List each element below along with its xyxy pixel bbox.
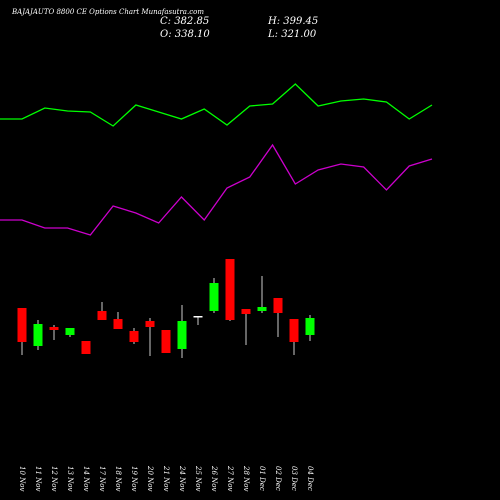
info-high: H: 399.45 — [267, 16, 318, 27]
candle-body — [257, 307, 267, 311]
candle-body — [113, 319, 123, 329]
x-tick-label: 12 Nov — [50, 466, 58, 491]
candle-body — [193, 316, 203, 318]
x-tick-label: 02 Dec — [274, 466, 282, 491]
candle-body — [177, 321, 187, 349]
candle-body — [225, 259, 235, 320]
candle-body — [33, 324, 43, 346]
line — [0, 83, 433, 127]
candle-body — [305, 318, 315, 335]
info-open: O: 338.10 — [160, 29, 210, 40]
candle-body — [17, 308, 27, 342]
candle-body — [209, 283, 219, 311]
chart-title: BAJAJAUTO 8800 CE Options Chart Munafasu… — [11, 8, 204, 16]
candle-body — [241, 309, 251, 314]
candle-body — [145, 321, 155, 327]
x-tick-label: 04 Dec — [306, 466, 314, 491]
candle-body — [81, 341, 91, 354]
x-tick-label: 01 Dec — [258, 466, 266, 491]
x-tick-label: 17 Nov — [98, 466, 106, 491]
candle-body — [65, 328, 75, 335]
x-tick-label: 24 Nov — [178, 465, 186, 491]
x-tick-label: 13 Nov — [66, 466, 74, 491]
info-low: L: 321.00 — [267, 29, 317, 40]
x-tick-label: 03 Dec — [290, 466, 298, 491]
x-tick-label: 11 Nov — [34, 466, 42, 491]
candle-body — [161, 330, 171, 353]
line — [0, 143, 433, 236]
candle-body — [49, 327, 59, 330]
x-tick-label: 14 Nov — [82, 466, 90, 491]
candle-body — [129, 331, 139, 342]
x-tick-label: 18 Nov — [114, 466, 122, 491]
candle-body — [273, 298, 283, 313]
x-tick-label: 19 Nov — [130, 466, 138, 491]
x-tick-label: 20 Nov — [146, 465, 154, 491]
x-tick-label: 27 Nov — [226, 465, 234, 491]
x-tick-label: 10 Nov — [18, 466, 26, 491]
x-tick-label: 21 Nov — [162, 465, 170, 491]
x-tick-label: 28 Nov — [242, 465, 250, 491]
x-tick-label: 26 Nov — [210, 465, 218, 491]
info-close: C: 382.85 — [160, 16, 209, 27]
candle-body — [97, 311, 107, 320]
candle-body — [289, 319, 299, 342]
x-tick-label: 25 Nov — [194, 465, 202, 491]
